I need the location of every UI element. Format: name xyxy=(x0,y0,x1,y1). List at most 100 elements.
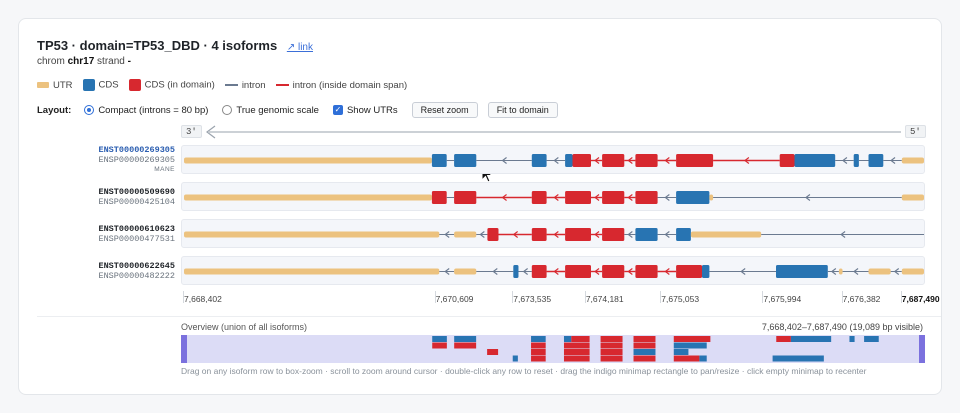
help-text: Drag on any isoform row to box-zoom · sc… xyxy=(181,366,867,376)
minimap-exon xyxy=(512,355,518,362)
cds-domain-exon xyxy=(565,265,591,278)
coord-tick xyxy=(900,291,902,303)
reset-zoom-button[interactable]: Reset zoom xyxy=(411,102,478,118)
radio-empty-icon xyxy=(222,105,233,115)
cds-domain-exon xyxy=(572,154,591,167)
minimap-exon xyxy=(776,336,791,342)
utr-block xyxy=(901,268,924,275)
cds-domain-exon xyxy=(454,191,477,204)
chrom-info: chrom chr17 strand - xyxy=(37,56,131,67)
mane-tag: MANE xyxy=(154,166,175,173)
overview-minimap[interactable] xyxy=(181,335,925,363)
title-text: TP53 · domain=TP53_DBD · 4 isoforms xyxy=(37,38,278,53)
cds-domain-exon xyxy=(635,154,658,167)
utr-block xyxy=(454,268,477,275)
isoform-ids: ENST00000610623 ENSP00000477531 xyxy=(15,224,175,244)
strand-value: - xyxy=(127,56,131,67)
isoform-track[interactable] xyxy=(181,182,925,211)
legend-intron: intron xyxy=(224,80,266,91)
utr-block xyxy=(690,231,762,238)
minimap-exon xyxy=(600,349,623,355)
transcript-id: ENST00000622645 xyxy=(98,261,175,271)
minimap-exon xyxy=(673,349,689,355)
transcript-id: ENST00000509690 xyxy=(98,187,175,197)
layout-genomic-radio[interactable]: True genomic scale xyxy=(222,105,319,116)
chrom-value: chr17 xyxy=(67,56,95,67)
cds-exon xyxy=(565,154,573,167)
strand-chevron-icon xyxy=(553,231,559,238)
cds-exon xyxy=(676,191,710,204)
isoform-track[interactable] xyxy=(181,256,925,285)
minimap-exon xyxy=(432,342,447,349)
minimap-exon xyxy=(563,355,590,362)
strand-chevron-icon xyxy=(594,194,600,201)
cds-domain-exon xyxy=(565,191,591,204)
isoform-viewer-card: TP53 · domain=TP53_DBD · 4 isoforms ↗ li… xyxy=(18,18,942,395)
cds-domain-exon xyxy=(531,265,547,278)
divider xyxy=(37,316,941,317)
utr-block xyxy=(184,157,432,164)
cds-domain-exon xyxy=(602,191,625,204)
utr-block xyxy=(184,231,440,238)
strand-chevron-icon xyxy=(664,157,670,164)
coord-label: 7,673,535 xyxy=(513,294,552,304)
fit-to-domain-button[interactable]: Fit to domain xyxy=(487,102,558,118)
protein-id: ENSP00000425104 xyxy=(98,197,175,207)
layout-controls: Layout: Compact (introns = 80 bp) True g… xyxy=(37,102,568,118)
minimap-exon xyxy=(673,342,707,349)
minimap-exon xyxy=(699,355,707,362)
coord-tick xyxy=(183,291,184,303)
coord-label: 7,675,053 xyxy=(661,294,700,304)
strand-chevron-icon xyxy=(890,157,896,164)
cds-domain-exon xyxy=(779,154,795,167)
coord-tick xyxy=(660,291,662,303)
strand-chevron-icon xyxy=(501,194,507,201)
protein-id: ENSP00000482222 xyxy=(98,271,175,281)
minimap-exon xyxy=(633,336,656,342)
strand-chevron-icon xyxy=(664,231,670,238)
strand-chevron-icon xyxy=(805,194,811,201)
strand-chevron-icon xyxy=(740,268,746,275)
cds-domain-exon xyxy=(602,228,625,241)
page-title: TP53 · domain=TP53_DBD · 4 isoforms ↗ li… xyxy=(37,38,313,53)
minimap-exon xyxy=(571,336,590,342)
permalink-link[interactable]: ↗ link xyxy=(286,42,313,53)
strand-label: strand xyxy=(97,56,125,67)
minimap-exon xyxy=(633,355,656,362)
show-utrs-checkbox[interactable]: ✓ Show UTRs xyxy=(332,104,398,116)
minimap-left-handle xyxy=(181,335,187,363)
cds-domain-exon xyxy=(676,265,702,278)
utr-block xyxy=(838,268,843,275)
isoform-track[interactable] xyxy=(181,145,925,174)
coord-tick xyxy=(512,291,514,303)
utr-block xyxy=(901,194,924,201)
cds-exon xyxy=(776,265,828,278)
isoform-ids: ENST00000509690 ENSP00000425104 xyxy=(15,187,175,207)
minimap-exon xyxy=(673,355,700,362)
strand-chevron-icon xyxy=(627,157,633,164)
coord-tick xyxy=(584,291,586,303)
coord-label: 7,674,181 xyxy=(585,294,624,304)
five-prime-label: 5' xyxy=(905,125,926,138)
protein-id: ENSP00000477531 xyxy=(98,234,175,244)
strand-chevron-icon xyxy=(664,194,670,201)
coord-label: 7,687,490 xyxy=(901,294,940,304)
coord-label: 7,675,994 xyxy=(763,294,802,304)
minimap-exon xyxy=(673,336,711,342)
layout-compact-radio[interactable]: Compact (introns = 80 bp) xyxy=(84,105,208,116)
arrow-left-icon xyxy=(206,125,216,139)
transcript-id: ENST00000610623 xyxy=(98,224,175,234)
minimap-exon xyxy=(563,342,590,349)
isoform-track[interactable] xyxy=(181,219,925,248)
checkmark-icon: ✓ xyxy=(332,105,343,115)
legend-intron-domain: intron (inside domain span) xyxy=(275,80,407,91)
cds-domain-exon xyxy=(676,154,714,167)
transcript-id[interactable]: ENST00000269305 xyxy=(98,145,175,155)
strand-chevron-icon xyxy=(553,157,559,164)
overview-range: 7,668,402–7,687,490 (19,089 bp visible) xyxy=(761,322,923,332)
strand-chevron-icon xyxy=(743,157,750,164)
strand-chevron-icon xyxy=(627,268,633,275)
strand-chevron-icon xyxy=(522,268,528,275)
minimap-exon xyxy=(600,336,623,342)
minimap-exon xyxy=(454,336,477,342)
